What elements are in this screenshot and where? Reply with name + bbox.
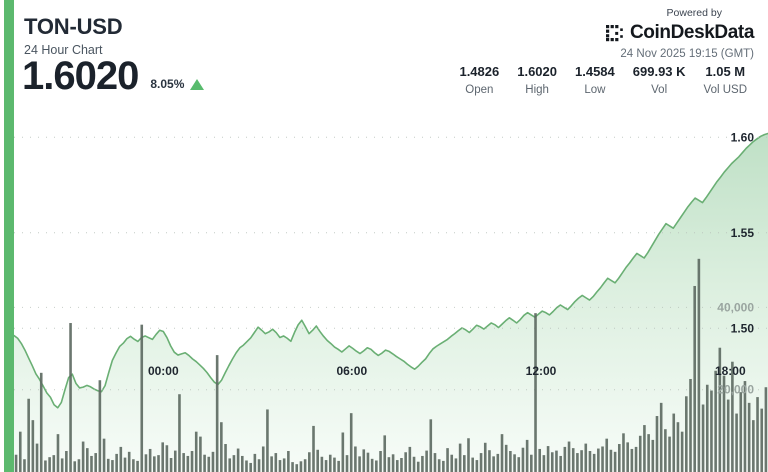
time-axis-labels: 00:00 06:00 12:00 18:00 xyxy=(148,364,746,378)
brand-block: Powered by CoinDeskData 24 Nov 20 xyxy=(605,6,754,62)
stat-value: 1.05 M xyxy=(705,64,746,79)
volume-bars xyxy=(14,258,768,472)
price-axis-labels: 1.60 1.55 1.50 xyxy=(731,130,755,335)
stat-label: Low xyxy=(584,84,606,96)
brand-name: CoinDeskData xyxy=(629,22,754,43)
page-title: TON-USD xyxy=(24,14,123,39)
stat-label: Open xyxy=(465,84,494,96)
chart-subtitle: 24 Hour Chart xyxy=(24,43,103,57)
stat-label: Vol USD xyxy=(703,84,747,96)
brand-line[interactable]: CoinDeskData xyxy=(605,22,754,43)
accent-strip xyxy=(4,0,14,472)
price-area-fill xyxy=(14,133,768,472)
stat-label: Vol xyxy=(651,84,668,96)
last-price: 1.6020 xyxy=(22,54,139,98)
volume-axis-labels: 40,000 20,000 xyxy=(717,300,754,396)
ohlc-stats-row: 1.4826 Open 1.6020 High 1.4584 Low 699.9… xyxy=(450,64,756,98)
stat-label: High xyxy=(525,84,549,96)
price-line xyxy=(13,132,768,409)
stat-value: 1.4826 xyxy=(459,64,500,79)
gridlines xyxy=(14,136,768,391)
svg-text:40,000: 40,000 xyxy=(717,300,754,314)
svg-text:00:00: 00:00 xyxy=(148,364,179,378)
stat-vol-usd: 1.05 M Vol USD xyxy=(695,64,756,98)
coindesk-logo-icon xyxy=(605,24,623,41)
svg-text:12:00: 12:00 xyxy=(526,364,557,378)
price-row: 1.6020 8.05% xyxy=(22,54,205,98)
powered-by-label: Powered by xyxy=(666,7,722,19)
svg-text:18:00: 18:00 xyxy=(715,364,746,378)
svg-text:1.50: 1.50 xyxy=(731,321,755,335)
svg-text:1.60: 1.60 xyxy=(731,130,755,144)
svg-text:20,000: 20,000 xyxy=(717,383,754,397)
stat-value: 1.4584 xyxy=(575,64,615,79)
svg-text:06:00: 06:00 xyxy=(336,364,367,378)
change-percent: 8.05% xyxy=(150,77,185,91)
widget-header: TON-USD 24 Hour Chart 1.6020 8.05% Power… xyxy=(0,0,768,108)
stat-value: 699.93 K xyxy=(632,64,686,79)
triangle-up-icon xyxy=(190,78,205,90)
timestamp: 24 Nov 2025 19:15 (GMT) xyxy=(620,48,754,60)
stat-open: 1.4826 Open xyxy=(450,64,508,98)
stat-vol: 699.93 K Vol xyxy=(624,64,695,98)
price-change: 8.05% xyxy=(150,77,205,91)
stat-value: 1.6020 xyxy=(517,64,557,79)
stat-low: 1.4584 Low xyxy=(566,64,624,98)
title-block: TON-USD 24 Hour Chart xyxy=(24,14,123,59)
stat-high: 1.6020 High xyxy=(508,64,566,98)
svg-text:1.55: 1.55 xyxy=(731,226,755,240)
